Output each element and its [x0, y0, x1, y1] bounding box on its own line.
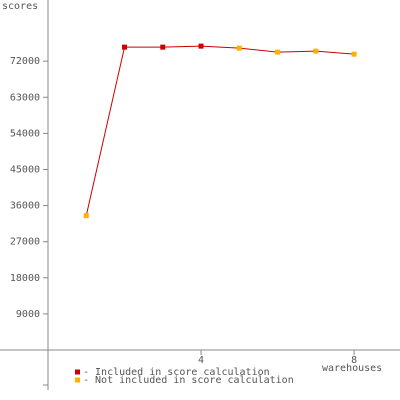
point — [275, 49, 281, 55]
legend-label: - Included in score calculation — [83, 367, 270, 378]
y-tick-label: 9000 — [16, 309, 40, 320]
x-tick-label: 8 — [351, 355, 357, 366]
x-tick-label: 4 — [198, 355, 204, 366]
legend-label: - Not included in score calculation — [83, 375, 294, 386]
y-tick-label: 63000 — [10, 92, 40, 103]
point — [313, 48, 319, 54]
point — [236, 45, 242, 51]
y-tick-label: 27000 — [10, 237, 40, 248]
legend-swatch — [75, 377, 80, 383]
point — [198, 43, 204, 49]
point — [83, 213, 89, 219]
y-tick-label: 72000 — [10, 56, 40, 67]
y-tick-label: 45000 — [10, 164, 40, 175]
legend-swatch — [75, 369, 80, 375]
score-line — [85, 45, 355, 216]
point — [351, 51, 357, 57]
x-axis-title: warehouses — [322, 363, 382, 374]
y-tick-label: 54000 — [10, 128, 40, 139]
y-axis-title: scores — [2, 1, 38, 12]
point — [122, 44, 128, 50]
y-tick-label: 36000 — [10, 201, 40, 212]
y-tick-label: 18000 — [10, 273, 40, 284]
point — [160, 44, 166, 50]
